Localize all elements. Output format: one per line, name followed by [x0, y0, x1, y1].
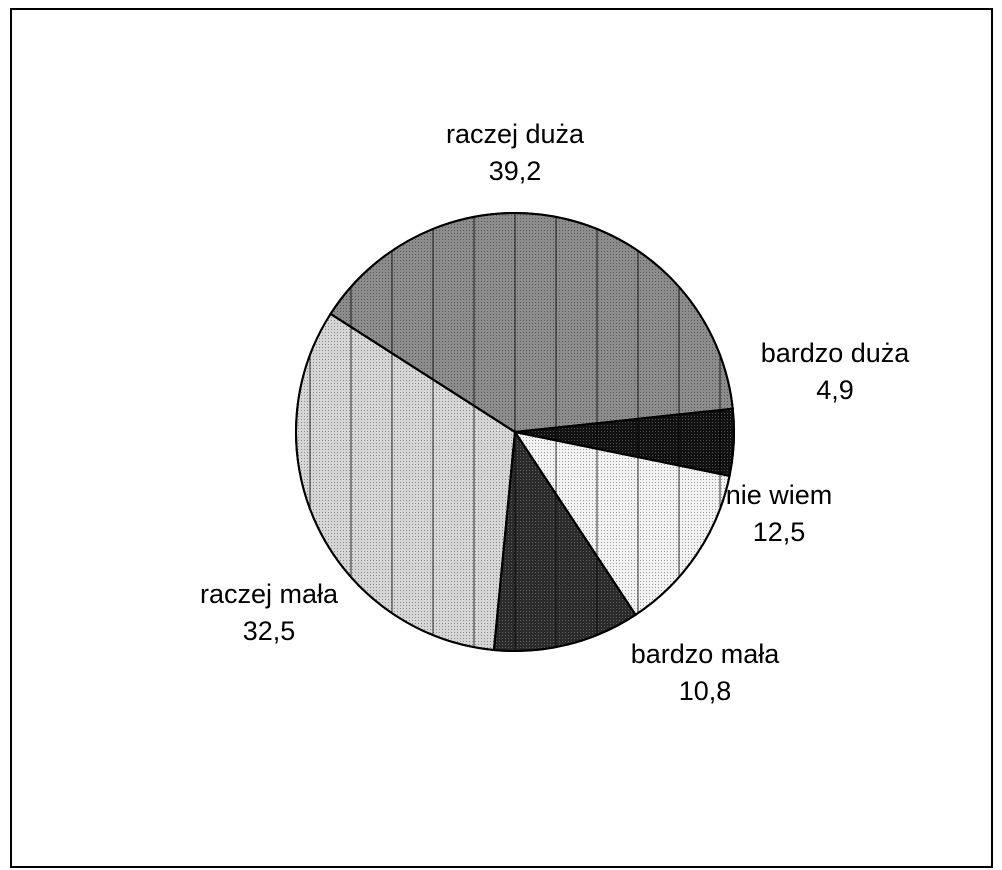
slice-label-raczej-mała: raczej mała	[200, 579, 339, 609]
pie-slice-outline-raczej-mała	[295, 312, 517, 652]
slice-value-raczej-mała: 32,5	[243, 616, 296, 646]
pie-slice-outline-bardzo-mała	[492, 429, 637, 652]
slice-label-nie-wiem: nie wiem	[726, 480, 833, 510]
slice-value-bardzo-mała: 10,8	[679, 676, 732, 706]
slice-value-nie-wiem: 12,5	[753, 517, 806, 547]
slice-label-bardzo-mała: bardzo mała	[631, 639, 781, 669]
slice-value-bardzo-duża: 4,9	[816, 375, 854, 405]
pie-slice-outline-nie-wiem	[512, 430, 731, 617]
pie-chart: bardzo duża 4,9 nie wiem 12,5 bardzo mała 10,…	[200, 119, 911, 706]
pie-slice-outline-raczej-duża	[329, 211, 734, 434]
chart-frame: bardzo duża 4,9 nie wiem 12,5 bardzo mała 10,…	[10, 8, 993, 868]
slice-label-raczej-duża: raczej duża	[446, 119, 585, 149]
slice-label-bardzo-duża: bardzo duża	[761, 338, 911, 368]
slice-value-raczej-duża: 39,2	[489, 156, 542, 186]
